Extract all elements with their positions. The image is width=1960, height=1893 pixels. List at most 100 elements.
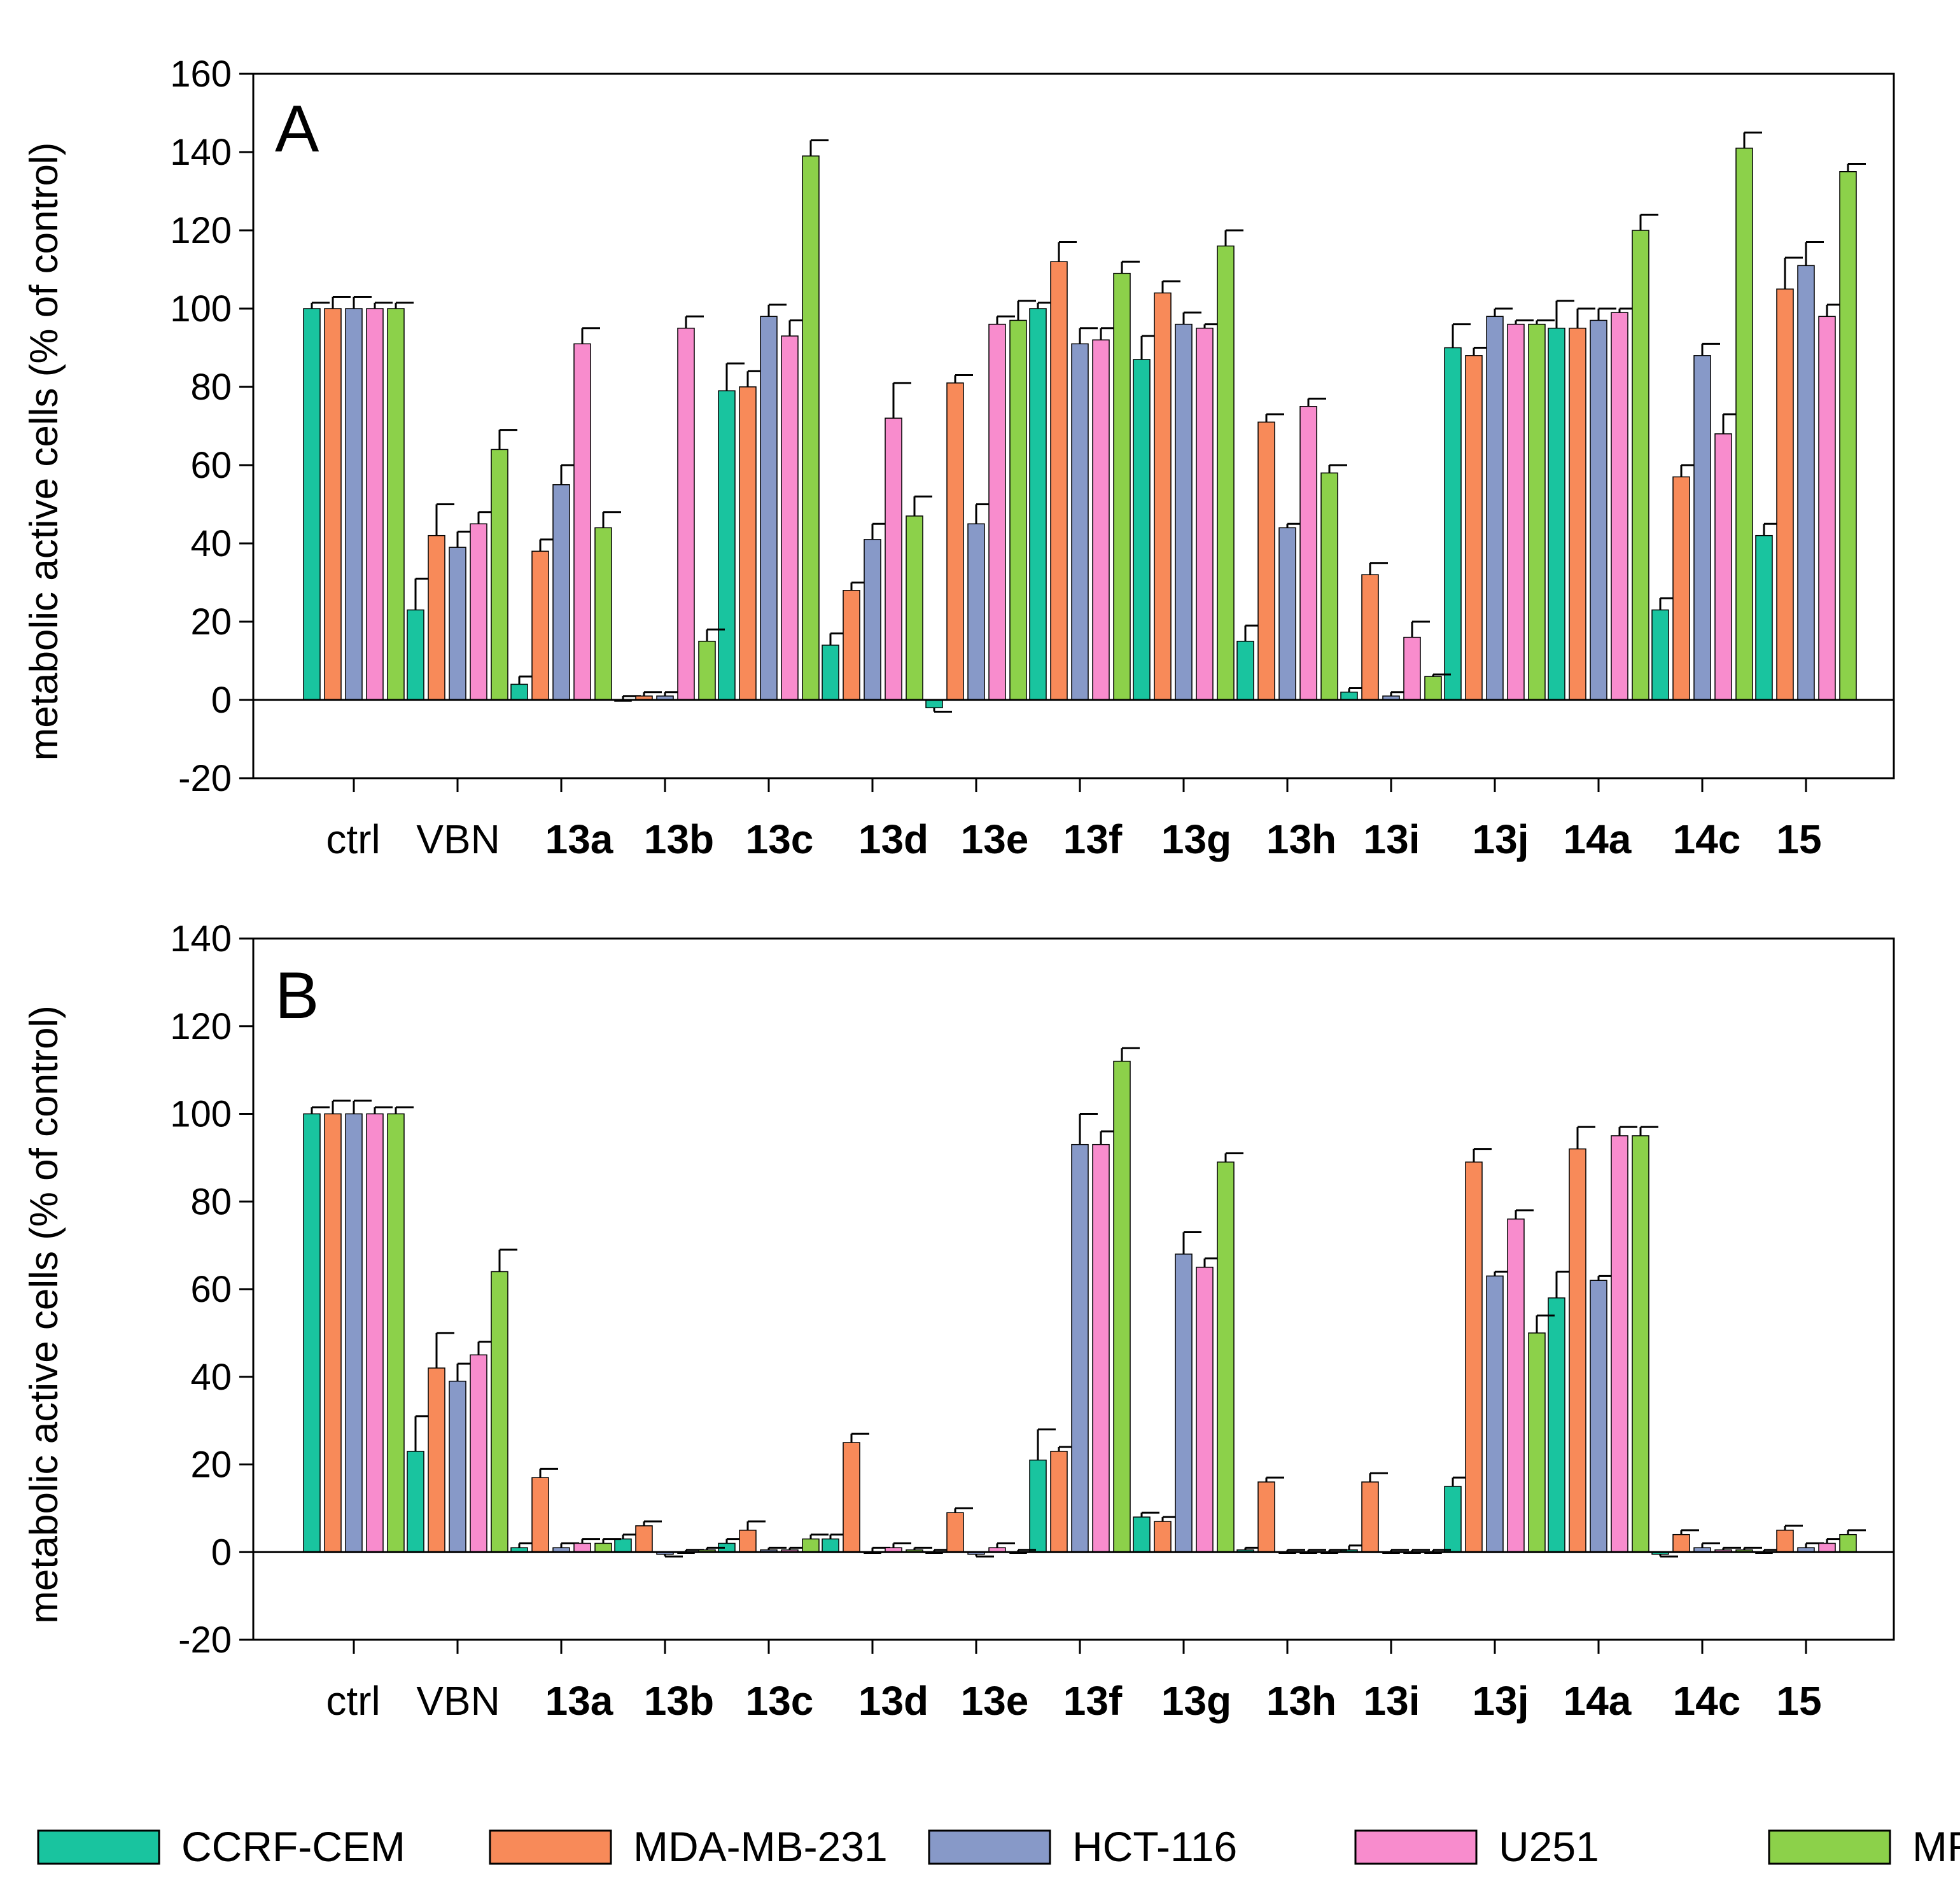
error-bar-u251-13d xyxy=(892,382,911,419)
error-bar-mrc-5-13f xyxy=(1121,1047,1140,1061)
error-bar-hct-116-13f xyxy=(1079,1113,1098,1145)
error-bar-mrc-5-13d xyxy=(913,1546,932,1550)
bar-ccrf-cem-ctrl xyxy=(303,1113,321,1553)
bar-mrc-5-ctrl xyxy=(387,308,405,701)
error-bar-mda-mb-231-VBN xyxy=(435,1332,454,1368)
bar-mda-mb-231-14a xyxy=(1569,1148,1586,1553)
x-tick-label-13j: 13j xyxy=(1473,816,1529,862)
x-tick-label-13e: 13e xyxy=(961,1678,1029,1724)
x-tick-label-13g: 13g xyxy=(1161,1678,1231,1724)
bar-ccrf-cem-13b xyxy=(614,1538,632,1553)
legend-item-mda-mb-231: MDA-MB-231 xyxy=(489,1823,888,1870)
error-bar-mrc-5-14c xyxy=(1743,1546,1762,1550)
bar-ccrf-cem-13d xyxy=(822,1538,839,1553)
bar-hct-116-14a xyxy=(1590,319,1607,701)
error-bar-hct-116-13c xyxy=(767,304,787,317)
bar-mrc-5-15 xyxy=(1839,171,1857,701)
bar-hct-116-VBN xyxy=(449,1380,466,1553)
bar-mrc-5-13j xyxy=(1528,1332,1546,1553)
error-bar-u251-13a xyxy=(581,1538,600,1544)
error-bar-u251-13j xyxy=(1515,1209,1534,1219)
error-bar-ccrf-cem-14c xyxy=(1659,1554,1678,1558)
bar-mda-mb-231-13i xyxy=(1361,1481,1379,1553)
y-tick-label: 100 xyxy=(170,1094,232,1135)
error-bar-ccrf-cem-13e xyxy=(933,708,952,713)
bar-mrc-5-13j xyxy=(1528,323,1546,701)
bar-mda-mb-231-13c xyxy=(739,1530,757,1553)
error-bar-mda-mb-231-13c xyxy=(746,1520,766,1530)
error-bar-ccrf-cem-13g xyxy=(1140,1511,1159,1518)
bar-mda-mb-231-13h xyxy=(1257,1481,1275,1553)
error-bar-hct-116-ctrl xyxy=(353,296,372,309)
error-bar-hct-116-14c xyxy=(1701,342,1720,356)
bar-mrc-5-13e xyxy=(1009,319,1027,701)
error-bar-mrc-5-13i xyxy=(1432,673,1451,677)
bar-mda-mb-231-13g xyxy=(1154,1521,1172,1553)
bar-hct-116-13h xyxy=(1278,527,1296,701)
bar-mda-mb-231-13e xyxy=(946,382,964,701)
x-tick-label-13i: 13i xyxy=(1364,816,1420,862)
bar-mda-mb-231-VBN xyxy=(428,534,445,701)
error-bar-mrc-5-VBN xyxy=(498,429,517,450)
y-tick-label: -20 xyxy=(178,758,232,799)
error-bar-mrc-5-13a xyxy=(602,511,621,528)
x-tick-label-VBN: VBN xyxy=(416,1678,500,1724)
error-bar-hct-116-15 xyxy=(1805,241,1824,266)
bar-mda-mb-231-13i xyxy=(1361,574,1379,701)
error-bar-ccrf-cem-ctrl xyxy=(311,302,330,309)
bar-ccrf-cem-13g xyxy=(1133,1516,1151,1553)
x-tick-label-13j: 13j xyxy=(1473,1678,1529,1724)
bar-mda-mb-231-13f xyxy=(1050,1451,1068,1553)
bar-mrc-5-13f xyxy=(1113,1061,1131,1553)
x-tick-label-13b: 13b xyxy=(644,816,714,862)
y-tick-label: 140 xyxy=(170,918,232,960)
bar-ccrf-cem-VBN xyxy=(407,1451,424,1553)
legend-swatch xyxy=(1354,1829,1478,1865)
bar-u251-13f xyxy=(1092,1143,1110,1553)
bar-hct-116-13j xyxy=(1486,1275,1504,1553)
bar-mda-mb-231-13f xyxy=(1050,261,1068,701)
x-tick-label-13c: 13c xyxy=(746,1678,814,1724)
error-bar-hct-116-ctrl xyxy=(353,1100,372,1114)
bar-mda-mb-231-13d xyxy=(843,590,860,701)
error-bar-mda-mb-231-14c xyxy=(1680,1529,1699,1535)
legend-item-u251: U251 xyxy=(1354,1823,1599,1870)
legend-label: HCT-116 xyxy=(1072,1823,1237,1870)
error-bar-u251-13d xyxy=(892,1542,911,1548)
chart-panel-a: -20 0 20 40 60 80 100 120 140 160 ctrl VBN 13a 13b 13c… xyxy=(22,53,1895,862)
error-bar-mda-mb-231-13a xyxy=(539,1467,558,1478)
error-bar-ccrf-cem-ctrl xyxy=(311,1106,330,1114)
error-bar-mda-mb-231-13f xyxy=(1058,241,1077,262)
bar-hct-116-13e xyxy=(967,523,985,701)
x-tick-label-13e: 13e xyxy=(961,816,1029,862)
error-bar-mrc-5-14c xyxy=(1743,131,1762,148)
x-tick-label-14a: 14a xyxy=(1564,1678,1632,1724)
error-bar-mrc-5-13g xyxy=(1224,229,1243,246)
error-bar-mda-mb-231-13b xyxy=(643,1520,662,1526)
error-bar-mrc-5-13c xyxy=(809,1533,829,1539)
y-tick-label: -20 xyxy=(178,1619,232,1661)
y-tick-label: 20 xyxy=(190,1444,232,1486)
bar-hct-116-14c xyxy=(1693,355,1711,701)
bar-u251-13g xyxy=(1196,328,1214,701)
y-tick-label: 100 xyxy=(170,288,232,330)
error-bar-mrc-5-VBN xyxy=(498,1248,517,1272)
error-bar-mrc-5-13e xyxy=(1017,300,1036,321)
bar-u251-VBN xyxy=(470,523,487,701)
bar-u251-15 xyxy=(1818,1542,1836,1553)
error-bar-ccrf-cem-13c xyxy=(725,362,745,391)
plot-frame xyxy=(252,73,1895,779)
bar-u251-13a xyxy=(573,343,591,701)
error-bar-mda-mb-231-13h xyxy=(1265,1476,1284,1483)
bar-u251-13g xyxy=(1196,1266,1214,1553)
bar-mrc-5-13a xyxy=(594,1542,612,1553)
error-bar-mda-mb-231-13h xyxy=(1265,413,1284,423)
y-tick-label: 120 xyxy=(170,1006,232,1047)
error-bar-u251-14a xyxy=(1618,1126,1637,1136)
bar-hct-116-13j xyxy=(1486,316,1504,701)
y-tick-label: 140 xyxy=(170,132,232,173)
error-bar-mrc-5-ctrl xyxy=(395,1106,414,1114)
bar-u251-15 xyxy=(1818,316,1836,701)
bar-u251-14a xyxy=(1611,1135,1628,1553)
